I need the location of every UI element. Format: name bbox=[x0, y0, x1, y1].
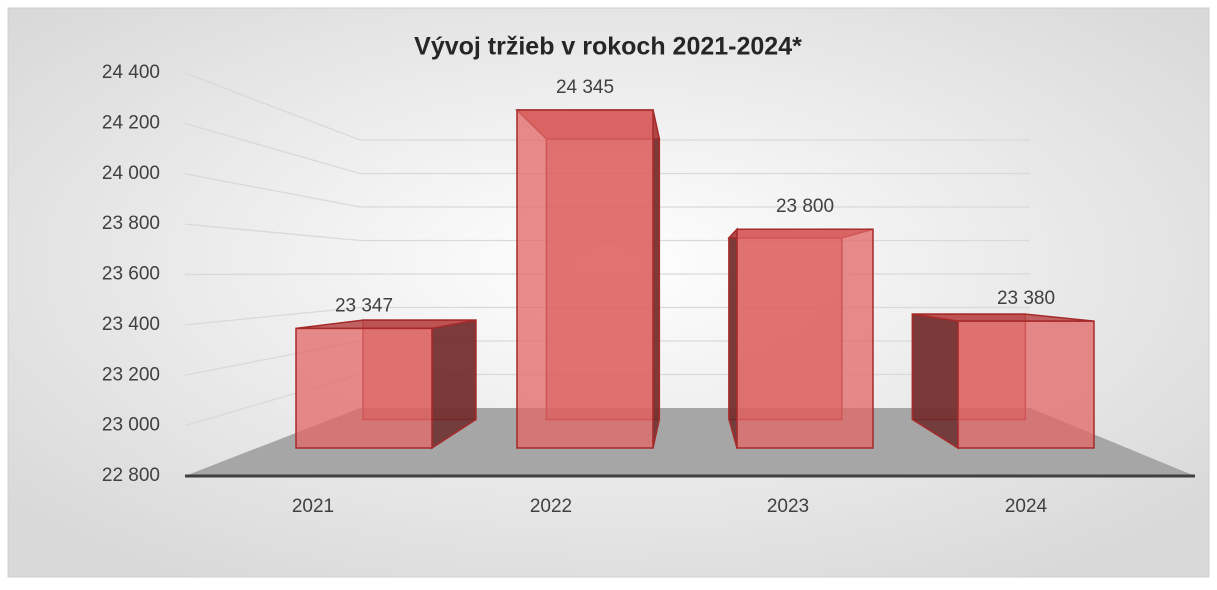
data-label: 23 800 bbox=[776, 196, 834, 217]
data-label: 24 345 bbox=[556, 77, 614, 98]
bar-side bbox=[652, 109, 661, 449]
y-tick-label: 24 400 bbox=[102, 62, 160, 83]
bar bbox=[736, 228, 874, 449]
chart-title: Vývoj tržieb v rokoch 2021-2024* bbox=[414, 33, 802, 61]
bar-side bbox=[728, 227, 738, 449]
data-label: 23 347 bbox=[335, 295, 393, 316]
grid-line bbox=[184, 122, 1030, 175]
grid-line bbox=[184, 72, 1030, 141]
y-tick-label: 23 400 bbox=[102, 314, 160, 335]
y-tick-label: 24 200 bbox=[102, 112, 160, 133]
x-tick-label: 2024 bbox=[1005, 496, 1048, 517]
bar bbox=[295, 327, 433, 449]
grid-line bbox=[184, 173, 1030, 208]
x-tick-label: 2023 bbox=[767, 496, 809, 517]
y-tick-label: 23 600 bbox=[102, 264, 160, 285]
bar bbox=[957, 320, 1095, 449]
y-tick-label: 24 000 bbox=[102, 163, 160, 184]
y-tick-label: 23 200 bbox=[102, 364, 160, 385]
x-tick-label: 2022 bbox=[530, 496, 572, 517]
y-tick-label: 23 000 bbox=[102, 415, 160, 436]
y-tick-label: 23 800 bbox=[102, 213, 160, 234]
bar bbox=[516, 109, 654, 449]
x-tick-label: 2021 bbox=[292, 496, 334, 517]
data-label: 23 380 bbox=[997, 288, 1055, 309]
y-tick-label: 22 800 bbox=[102, 465, 160, 486]
